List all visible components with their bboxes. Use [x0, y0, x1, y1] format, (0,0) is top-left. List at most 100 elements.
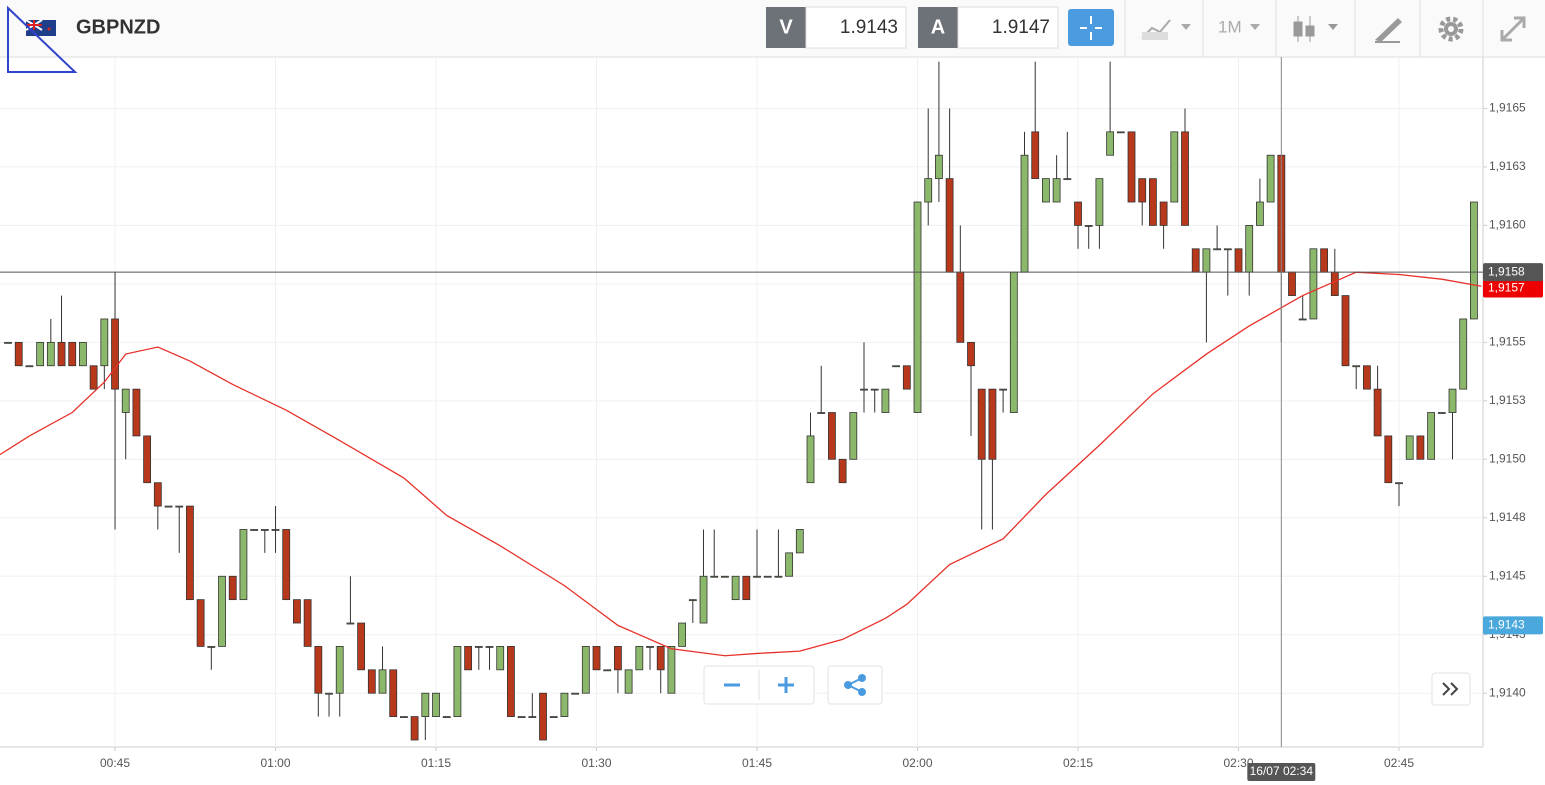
candle-body	[79, 341, 87, 367]
x-tick-label: 02:00	[902, 756, 932, 770]
candle-body	[785, 552, 794, 577]
time-tag-label: 16/07 02:34	[1250, 764, 1314, 778]
candle-body	[539, 692, 547, 741]
candle-body	[624, 669, 633, 694]
candle-body	[432, 692, 440, 717]
candle-body	[271, 529, 280, 531]
candle-body	[1074, 201, 1082, 226]
candle-body	[1149, 178, 1157, 226]
candle-body	[186, 505, 194, 601]
y-tick-label: 1,9160	[1489, 218, 1526, 232]
bid-box[interactable]	[805, 6, 907, 49]
candle-body	[378, 669, 387, 694]
price-tag	[1483, 616, 1543, 635]
candle-body	[795, 529, 804, 554]
candle-body	[1031, 131, 1040, 180]
moving-average	[0, 271, 1482, 657]
candle-body	[325, 692, 333, 695]
ask-button[interactable]	[918, 7, 958, 48]
candle-body	[346, 622, 355, 625]
candle-body	[763, 575, 772, 578]
candle-body	[175, 505, 184, 508]
candle-body	[335, 646, 344, 694]
settings-button[interactable]	[1438, 16, 1464, 42]
candle-style-button[interactable]	[1293, 16, 1338, 42]
candle-body	[239, 529, 248, 601]
candle-body	[1009, 271, 1018, 413]
candle-body	[892, 365, 901, 368]
candle-body	[860, 388, 868, 391]
share-icon	[844, 674, 866, 696]
candle-body	[731, 575, 740, 601]
candle-body	[57, 341, 66, 367]
candle-body	[1084, 225, 1093, 227]
candle-body	[507, 646, 515, 717]
timeframe[interactable]: 1M	[1218, 17, 1242, 36]
bid-button[interactable]	[766, 7, 806, 48]
symbol: GBPNZD	[76, 16, 160, 38]
candle-body	[977, 388, 986, 460]
candle-body	[314, 646, 323, 694]
candle-body	[1363, 365, 1371, 390]
candle-body	[688, 599, 697, 602]
candle-body	[367, 669, 376, 694]
price-tag-label: 1,9143	[1488, 618, 1525, 632]
candle-body	[410, 716, 419, 741]
candle-body	[1373, 388, 1382, 437]
price-tag-label: 1,9158	[1488, 264, 1525, 278]
y-tick-label: 1,9153	[1489, 393, 1526, 407]
ask-box[interactable]	[957, 6, 1059, 49]
candle-body	[196, 599, 205, 647]
candle-body	[1106, 131, 1115, 156]
candle-body	[549, 716, 558, 718]
ask-price: 1.9147	[992, 17, 1050, 38]
candle-body	[592, 646, 601, 671]
candle-body	[1213, 248, 1222, 251]
bid-price: 1.9143	[840, 17, 898, 38]
candle-body	[218, 575, 226, 647]
candle-body	[1470, 201, 1478, 320]
x-tick-label: 01:45	[742, 756, 772, 770]
candle-body	[1138, 178, 1147, 203]
candle-body	[699, 575, 708, 624]
candle-body	[260, 529, 269, 531]
candle-body	[1170, 131, 1179, 203]
flag	[25, 19, 56, 36]
share-button[interactable]	[827, 665, 883, 705]
candle-body	[913, 201, 922, 413]
draw-tool-button[interactable]	[1375, 18, 1402, 43]
x-tick-label: 02:45	[1384, 756, 1414, 770]
price-tag	[1483, 263, 1543, 282]
candle-body	[1384, 435, 1393, 484]
candle-body	[25, 365, 34, 368]
candle-body	[100, 318, 109, 367]
candle-body	[774, 575, 783, 578]
crosshair-button[interactable]	[1068, 9, 1114, 46]
candle-body	[1298, 318, 1307, 321]
candle-body	[1352, 365, 1361, 368]
scroll-end-button[interactable]	[1431, 672, 1471, 706]
x-tick-label: 01:15	[421, 756, 451, 770]
candle-body	[635, 646, 644, 671]
candle-body	[603, 669, 612, 672]
candle-body	[753, 575, 761, 578]
fullscreen-button[interactable]	[1500, 16, 1526, 42]
candle-body	[1063, 178, 1072, 181]
candle-body	[1395, 482, 1403, 485]
x-tick-label: 00:45	[100, 756, 130, 770]
price-tag	[1483, 279, 1543, 298]
candle-body	[667, 646, 676, 694]
candle-body	[1234, 248, 1243, 273]
candle-body	[1116, 131, 1125, 134]
candle-body	[89, 365, 98, 390]
toolbar-separators	[1124, 0, 1484, 57]
candle-body	[1416, 435, 1425, 460]
chart-type-button[interactable]	[1141, 19, 1191, 40]
candle-body	[1127, 131, 1136, 203]
candle-body	[303, 599, 312, 647]
candle-body	[571, 692, 580, 695]
x-tick-label: 01:00	[261, 756, 291, 770]
candle-body	[68, 341, 77, 367]
zoom-in[interactable]	[778, 677, 794, 693]
